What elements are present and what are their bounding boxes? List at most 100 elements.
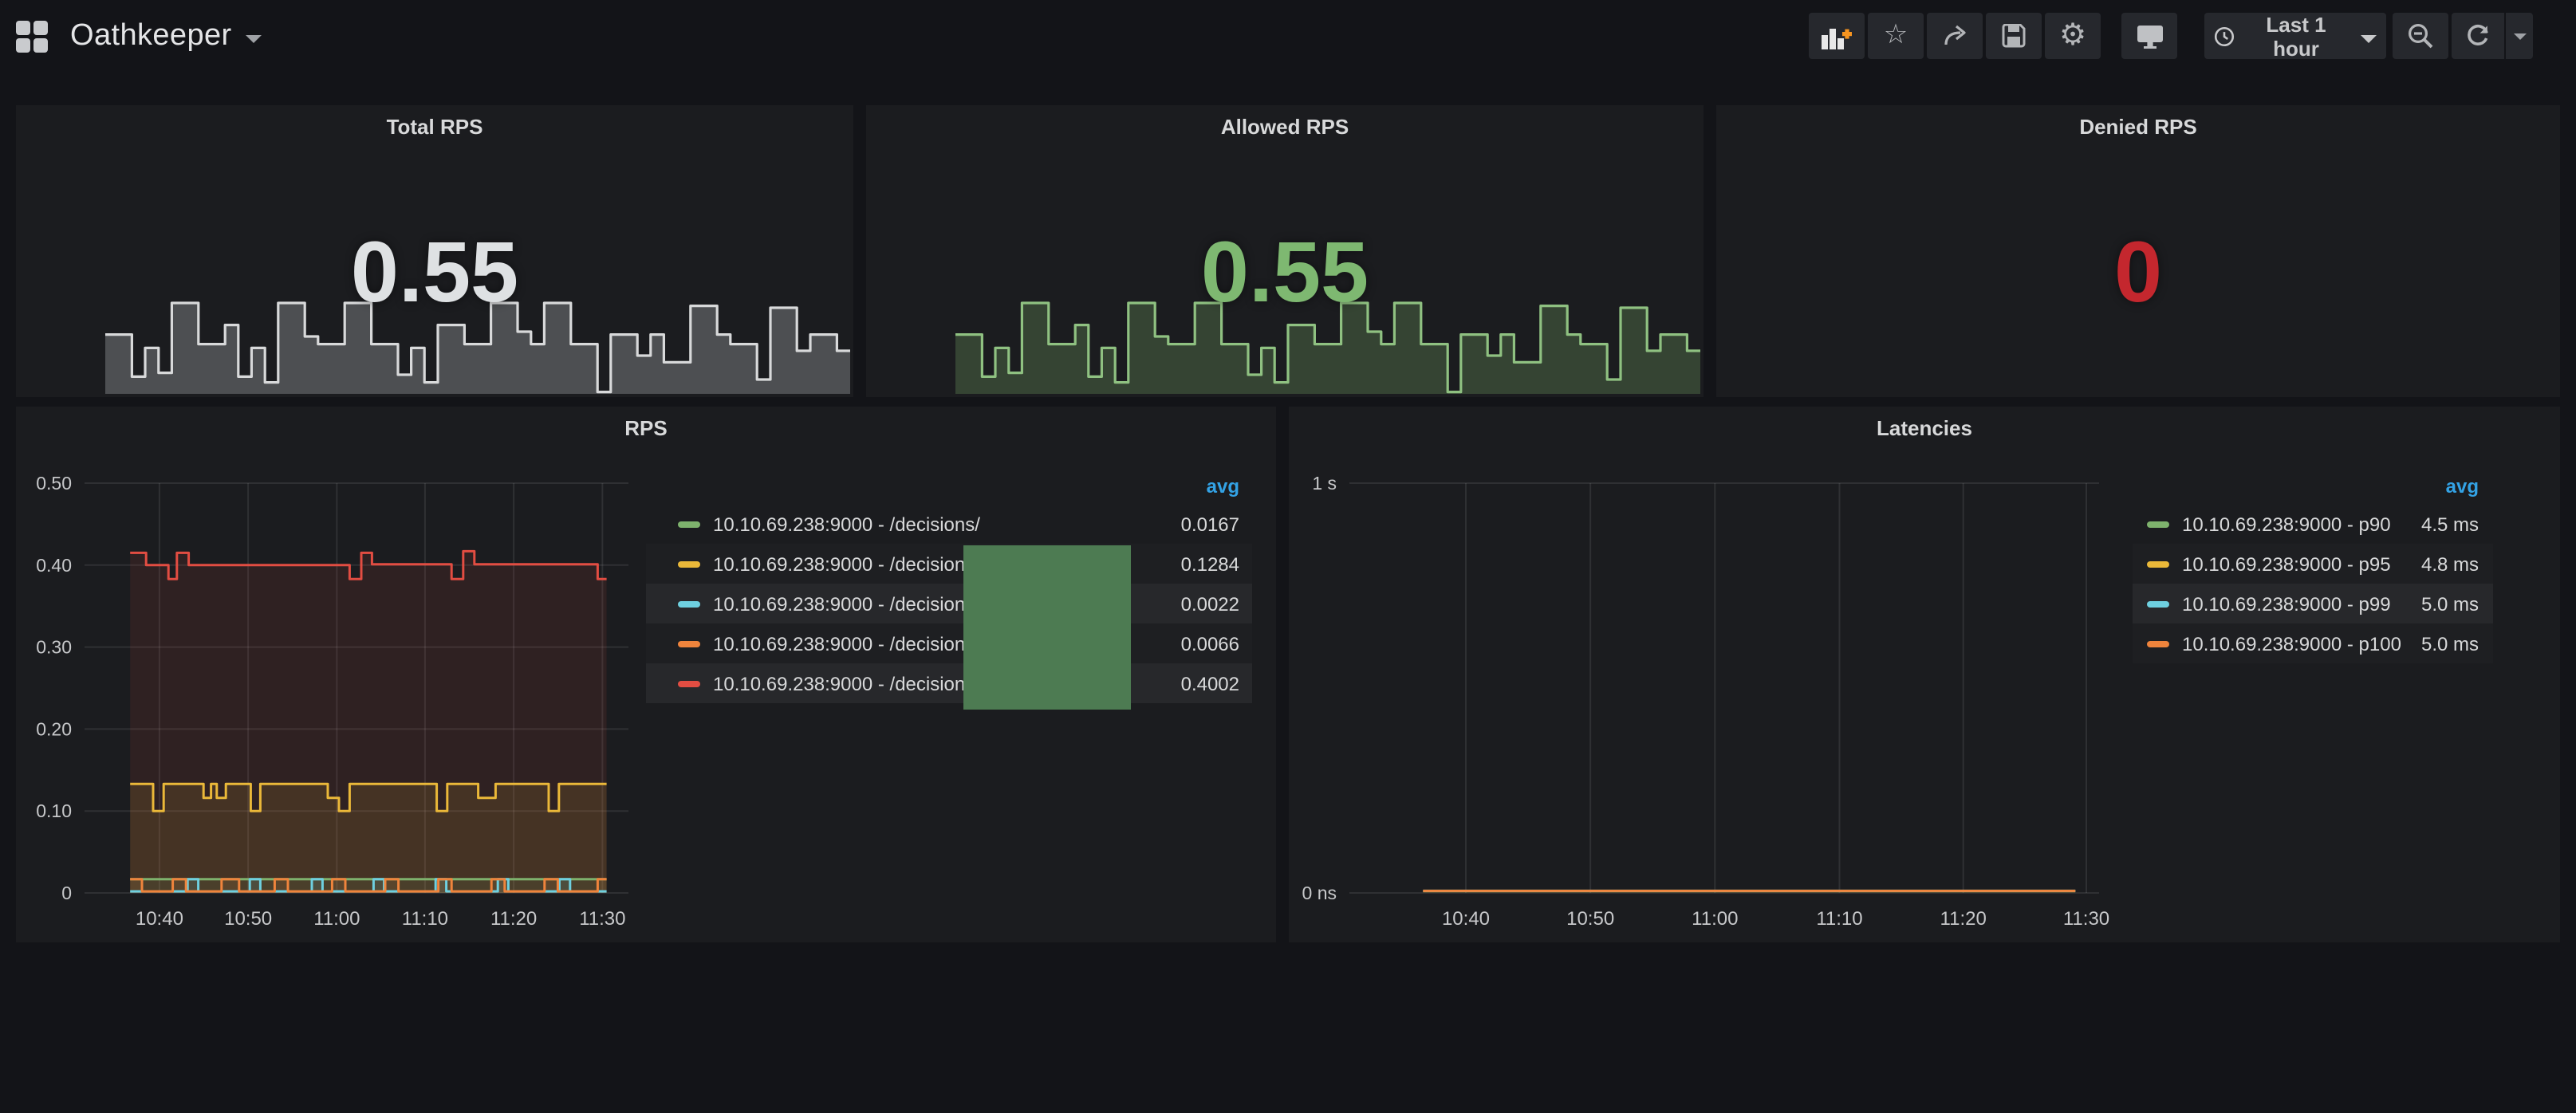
monitor-icon <box>2137 25 2162 48</box>
gear-icon: ⚙ <box>2058 18 2087 53</box>
y-axis-tick-label: 0.50 <box>36 473 72 494</box>
star-button[interactable]: ☆ <box>1868 13 1924 59</box>
legend-series-swatch-icon <box>2147 640 2169 647</box>
x-axis-tick-label: 11:20 <box>1940 908 1987 930</box>
legend-avg-header[interactable]: avg <box>2445 475 2479 498</box>
panel-title[interactable]: Total RPS <box>386 115 483 139</box>
legend-series-label[interactable]: 10.10.69.238:9000 - /decisions/ <box>713 672 980 694</box>
share-icon <box>1944 25 1965 45</box>
time-range-label: Last 1 hour <box>2266 12 2326 60</box>
save-icon <box>2002 24 2026 48</box>
legend-row[interactable]: 10.10.69.238:9000 - /decisions/0.0167 <box>646 504 1252 544</box>
legend-row[interactable]: 10.10.69.238:9000 - p90 4.5 ms <box>2133 504 2493 544</box>
panel-title[interactable]: Denied RPS <box>2079 115 2197 139</box>
rps-legend: avg 10.10.69.238:9000 - /decisions/0.0167… <box>646 470 1252 703</box>
legend-series-swatch-icon <box>678 521 700 527</box>
legend-row[interactable]: 10.10.69.238:9000 - p99 5.0 ms <box>2133 584 2493 623</box>
rps-chart-plot[interactable]: 0.50 0.40 0.30 0.20 0.10 0 10:40 10:50 11:00 11:1… <box>16 407 1276 942</box>
legend-row[interactable]: 10.10.69.238:9000 - p95 4.8 ms <box>2133 544 2493 584</box>
legend-series-label[interactable]: 10.10.69.238:9000 - p100 <box>2182 632 2401 655</box>
panel-allowed-rps: Allowed RPS 0.55 <box>866 105 1704 397</box>
legend-series-avg-value: 0.0022 <box>1180 592 1239 615</box>
series-area-fill <box>130 784 607 893</box>
legend-row[interactable]: 10.10.69.238:9000 - /decisions/0.4002 <box>646 663 1252 703</box>
x-axis-tick-label: 11:00 <box>1692 908 1738 930</box>
x-axis-tick-label: 11:30 <box>579 908 625 930</box>
legend-row[interactable]: 10.10.69.238:9000 - /decisions/0.1284 <box>646 544 1252 584</box>
panel-title[interactable]: Latencies <box>1877 416 1972 440</box>
legend-series-label[interactable]: 10.10.69.238:9000 - /decisions/ <box>713 592 980 615</box>
x-axis-tick-label: 10:50 <box>1566 908 1614 930</box>
y-axis-tick-label: 0.10 <box>36 800 72 821</box>
navbar: Oathkeeper ☆ <box>0 0 2576 72</box>
refresh-interval-dropdown[interactable] <box>2506 13 2533 59</box>
legend-series-swatch-icon <box>2147 600 2169 607</box>
legend-series-avg-value: 0.0066 <box>1180 632 1239 655</box>
legend-row[interactable]: 10.10.69.238:9000 - /decisions/0.0022 <box>646 584 1252 623</box>
x-axis-tick-label: 11:00 <box>313 908 360 930</box>
dashboard-grid-icon[interactable] <box>16 20 48 52</box>
legend-row[interactable]: 10.10.69.238:9000 - /decisions/0.0066 <box>646 623 1252 663</box>
legend-series-label[interactable]: 10.10.69.238:9000 - p99 <box>2182 592 2391 615</box>
x-axis-tick-label: 10:40 <box>1442 908 1490 930</box>
legend-series-swatch-icon <box>2147 521 2169 527</box>
legend-row[interactable]: 10.10.69.238:9000 - p100 5.0 ms <box>2133 623 2493 663</box>
legend-series-label[interactable]: 10.10.69.238:9000 - /decisions/ <box>713 553 980 575</box>
legend-series-avg-value: 0.0167 <box>1180 513 1239 535</box>
latencies-legend: avg 10.10.69.238:9000 - p90 4.5 ms 10.10.69… <box>2133 470 2493 663</box>
y-axis-tick-label: 0.30 <box>36 637 72 658</box>
panel-title[interactable]: Allowed RPS <box>1220 115 1349 139</box>
sparkline-svg <box>955 301 1700 394</box>
legend-series-label[interactable]: 10.10.69.238:9000 - p95 <box>2182 553 2391 575</box>
x-axis-tick-label: 10:40 <box>136 908 183 930</box>
latencies-chart-svg: 1 s 0 ns 10:40 10:50 11:00 11:10 11:20 11:30 <box>1302 473 2110 930</box>
panel-latencies-chart: Latencies 1 s 0 ns 10:40 10:50 11:00 11:10 11:… <box>1289 407 2560 942</box>
share-button[interactable] <box>1927 13 1983 59</box>
legend-series-swatch-icon <box>678 560 700 567</box>
save-button[interactable] <box>1986 13 2042 59</box>
legend-series-avg-value: 4.5 ms <box>2420 513 2479 535</box>
clock-icon <box>2214 26 2235 46</box>
y-axis-tick-label: 0.20 <box>36 718 72 739</box>
chevron-down-icon <box>2513 33 2526 39</box>
cycle-view-button[interactable] <box>2121 13 2177 59</box>
refresh-button[interactable] <box>2452 13 2504 59</box>
add-panel-icon <box>1822 28 1852 49</box>
series-line <box>130 549 607 580</box>
green-overlay-box <box>963 545 1131 710</box>
series-line <box>130 878 607 893</box>
latencies-chart-plot[interactable]: 1 s 0 ns 10:40 10:50 11:00 11:10 11:20 11:30 <box>1289 407 2560 942</box>
y-axis-tick-label: 0 ns <box>1302 883 1337 903</box>
legend-series-avg-value: 0.1284 <box>1180 553 1239 575</box>
dashboard-title[interactable]: Oathkeeper <box>70 18 232 52</box>
chevron-down-icon[interactable] <box>246 35 262 43</box>
zoom-out-button[interactable] <box>2393 13 2448 59</box>
refresh-icon <box>2468 25 2488 45</box>
legend-series-label[interactable]: 10.10.69.238:9000 - /decisions/ <box>713 513 980 535</box>
series-line <box>130 782 607 812</box>
legend-series-label[interactable]: 10.10.69.238:9000 - /decisions/ <box>713 632 980 655</box>
legend-avg-header[interactable]: avg <box>1206 475 1239 498</box>
legend-series-swatch-icon <box>678 680 700 686</box>
panel-denied-rps: Denied RPS 0 <box>1716 105 2560 397</box>
series-area-fill <box>130 551 607 893</box>
x-axis-tick-label: 11:20 <box>490 908 537 930</box>
add-panel-button[interactable] <box>1809 13 1865 59</box>
x-axis-tick-label: 11:10 <box>1816 908 1862 930</box>
panel-total-rps: Total RPS 0.55 <box>16 105 853 397</box>
settings-button[interactable]: ⚙ <box>2045 13 2101 59</box>
stat-value-total-rps: 0.55 <box>350 225 519 321</box>
legend-series-swatch-icon <box>2147 560 2169 567</box>
rps-chart-svg: 0.50 0.40 0.30 0.20 0.10 0 10:40 10:50 11:00 11:1… <box>36 473 628 930</box>
sparkline-allowed-rps <box>955 298 1700 394</box>
y-axis-tick-label: 1 s <box>1312 473 1337 494</box>
panel-title[interactable]: RPS <box>624 416 668 440</box>
legend-series-label[interactable]: 10.10.69.238:9000 - p90 <box>2182 513 2391 535</box>
legend-series-swatch-icon <box>678 600 700 607</box>
legend-series-avg-value: 0.4002 <box>1180 672 1239 694</box>
legend-series-avg-value: 5.0 ms <box>2420 632 2479 655</box>
star-icon: ☆ <box>1883 19 1908 51</box>
time-range-picker[interactable]: Last 1 hour <box>2204 12 2386 60</box>
stat-value-denied-rps: 0 <box>2113 225 2163 321</box>
